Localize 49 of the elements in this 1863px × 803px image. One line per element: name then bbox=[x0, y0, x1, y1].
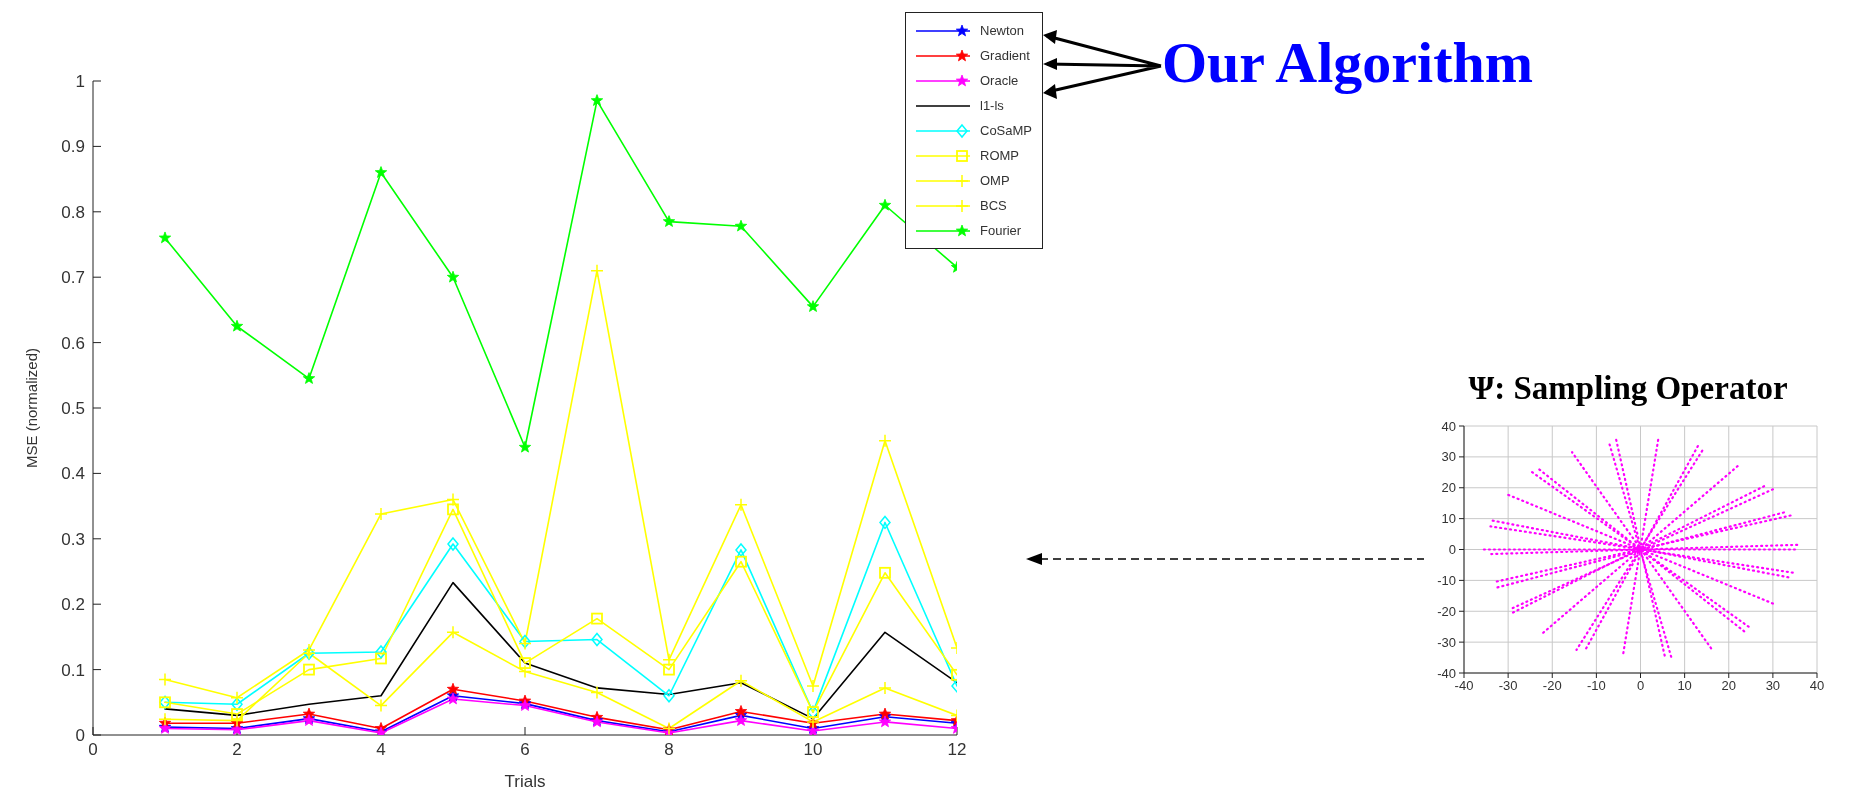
x-tick-label: 40 bbox=[1809, 678, 1825, 694]
y-tick-label: 0.8 bbox=[61, 202, 85, 222]
x-tick-label: -40 bbox=[1454, 678, 1474, 694]
x-tick-label: 20 bbox=[1721, 678, 1736, 694]
y-tick-label: 0.3 bbox=[61, 529, 85, 549]
y-axis-title: MSE (normalized) bbox=[23, 347, 41, 469]
x-tick-label: 4 bbox=[376, 740, 386, 760]
x-tick-label: 10 bbox=[1677, 678, 1692, 694]
chart-title: Ψ: Sampling Operator bbox=[1467, 369, 1789, 408]
x-tick-label: 10 bbox=[803, 740, 823, 760]
y-tick-label: 10 bbox=[1441, 511, 1456, 527]
y-tick-label: 0 bbox=[75, 726, 85, 746]
legend-label: l1-ls bbox=[980, 98, 1004, 113]
x-tick-label: 6 bbox=[520, 740, 530, 760]
x-tick-label: 0 bbox=[88, 740, 98, 760]
y-tick-label: 0 bbox=[1448, 542, 1456, 558]
y-tick-label: 0.6 bbox=[61, 333, 85, 353]
y-tick-label: 1 bbox=[75, 72, 85, 92]
y-tick-label: -30 bbox=[1437, 634, 1456, 650]
legend-label: Oracle bbox=[980, 73, 1019, 88]
x-tick-label: -30 bbox=[1498, 678, 1518, 694]
legend-label: OMP bbox=[980, 173, 1010, 188]
x-tick-label: -10 bbox=[1586, 678, 1606, 694]
x-tick-label: 8 bbox=[664, 740, 674, 760]
x-tick-label: 30 bbox=[1765, 678, 1781, 694]
y-tick-label: 0.9 bbox=[61, 137, 85, 157]
y-tick-label: 0.5 bbox=[61, 399, 85, 419]
y-tick-label: -20 bbox=[1437, 603, 1456, 619]
x-tick-label: 12 bbox=[947, 740, 967, 760]
legend-label: Fourier bbox=[980, 223, 1022, 238]
y-tick-label: 40 bbox=[1441, 418, 1456, 434]
legend-label: Gradient bbox=[980, 48, 1030, 63]
y-tick-label: 0.1 bbox=[61, 660, 85, 680]
y-tick-label: 0.7 bbox=[61, 268, 85, 288]
legend-label: Newton bbox=[980, 23, 1025, 38]
x-tick-label: -20 bbox=[1542, 678, 1562, 694]
y-tick-label: 30 bbox=[1441, 449, 1456, 465]
x-axis-title: Trials bbox=[504, 772, 546, 791]
x-tick-label: 0 bbox=[1636, 678, 1645, 694]
y-tick-label: 0.2 bbox=[61, 595, 85, 615]
y-tick-label: -40 bbox=[1437, 665, 1456, 681]
y-tick-label: 0.4 bbox=[61, 464, 85, 484]
x-tick-label: 2 bbox=[232, 740, 242, 760]
y-tick-label: 20 bbox=[1441, 480, 1456, 496]
y-tick-label: -10 bbox=[1437, 572, 1456, 588]
legend-label: ROMP bbox=[980, 148, 1019, 163]
legend-label: CoSaMP bbox=[980, 123, 1033, 138]
text: Our Algorithm bbox=[1162, 30, 1534, 96]
legend-label: BCS bbox=[980, 198, 1007, 213]
